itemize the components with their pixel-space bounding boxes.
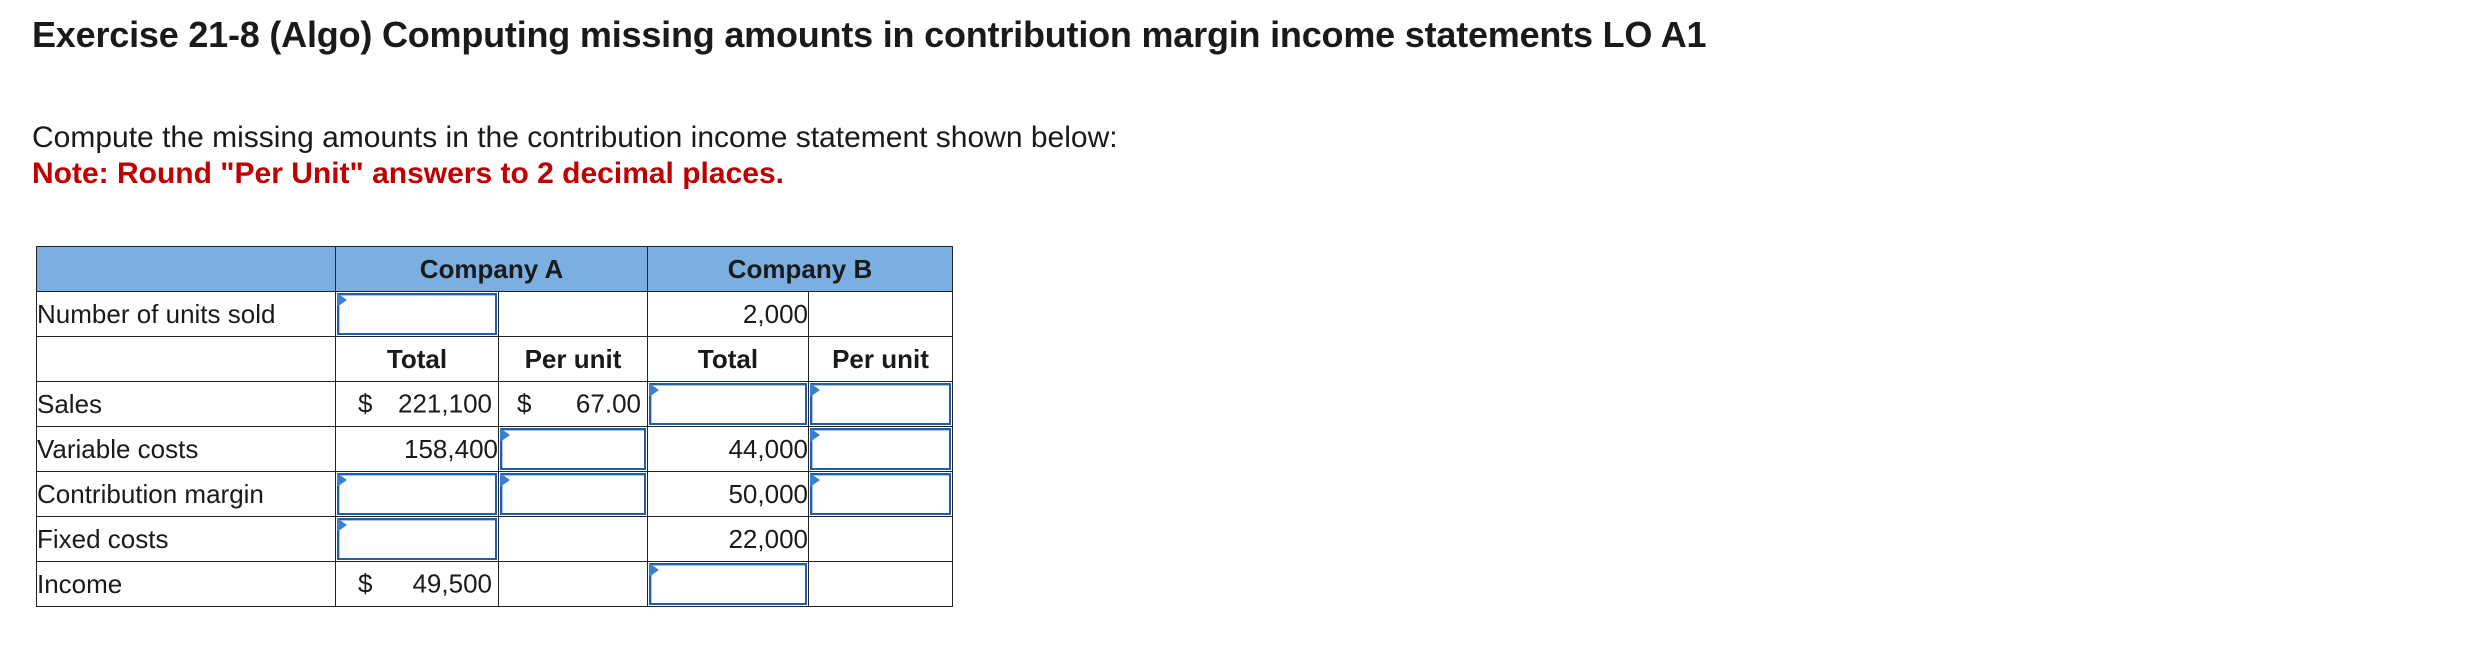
company-a-units-input[interactable]: [337, 293, 497, 335]
company-a-income-total: $ 49,500: [335, 561, 499, 607]
units-sold-row: Number of units sold 2,000: [36, 291, 953, 337]
company-a-units-blank: [498, 291, 648, 337]
company-b-contribution-margin-per-unit-input[interactable]: [810, 473, 951, 515]
contribution-margin-label: Contribution margin: [36, 471, 336, 517]
company-a-contribution-margin-per-unit-cell: [498, 471, 648, 517]
company-a-variable-costs-total: 158,400: [335, 426, 499, 472]
company-a-income-per-unit-blank: [498, 561, 648, 607]
currency-symbol: $: [358, 388, 373, 419]
company-b-income-total-input[interactable]: [649, 563, 807, 605]
company-header-row: Company A Company B: [36, 246, 953, 292]
sales-label: Sales: [36, 381, 336, 427]
company-a-fixed-costs-total-cell: [335, 516, 499, 562]
contribution-margin-row: Contribution margin 50,000: [36, 471, 953, 517]
company-a-variable-costs-per-unit-cell: [498, 426, 648, 472]
company-b-units-blank: [808, 291, 953, 337]
variable-costs-row: Variable costs 158,400 44,000: [36, 426, 953, 472]
company-b-sales-total-input[interactable]: [649, 383, 807, 425]
amount-value: 49,500: [412, 568, 492, 599]
company-b-fixed-costs-total: 22,000: [647, 516, 809, 562]
currency-symbol: $: [358, 568, 373, 599]
instructions-text: Compute the missing amounts in the contr…: [32, 121, 1118, 154]
company-b-total-subheader: Total: [647, 336, 809, 382]
company-a-total-subheader: Total: [335, 336, 499, 382]
company-b-contribution-margin-total: 50,000: [647, 471, 809, 517]
company-b-fixed-costs-per-unit-blank: [808, 516, 953, 562]
instructions-block: Compute the missing amounts in the contr…: [32, 120, 1118, 192]
company-a-header: Company A: [335, 246, 648, 292]
company-a-contribution-margin-total-input[interactable]: [337, 473, 497, 515]
amount-value: 67.00: [575, 388, 641, 419]
company-a-variable-costs-per-unit-input[interactable]: [500, 428, 646, 470]
company-b-per-unit-subheader: Per unit: [808, 336, 953, 382]
company-b-sales-total-cell: [647, 381, 809, 427]
company-a-contribution-margin-total-cell: [335, 471, 499, 517]
company-a-per-unit-subheader: Per unit: [498, 336, 648, 382]
exercise-title: Exercise 21-8 (Algo) Computing missing a…: [32, 14, 1707, 55]
company-b-variable-costs-per-unit-input[interactable]: [810, 428, 951, 470]
company-b-sales-per-unit-input[interactable]: [810, 383, 951, 425]
contribution-income-statement-table: Company A Company B Number of units sold…: [36, 246, 953, 607]
fixed-costs-row: Fixed costs 22,000: [36, 516, 953, 562]
amount-value: 221,100: [398, 388, 492, 419]
company-b-contribution-margin-per-unit-cell: [808, 471, 953, 517]
rounding-note: Note: Round "Per Unit" answers to 2 deci…: [32, 157, 784, 190]
fixed-costs-label: Fixed costs: [36, 516, 336, 562]
company-a-units-input-cell: [335, 291, 499, 337]
company-b-variable-costs-per-unit-cell: [808, 426, 953, 472]
income-label: Income: [36, 561, 336, 607]
variable-costs-label: Variable costs: [36, 426, 336, 472]
company-b-income-total-cell: [647, 561, 809, 607]
company-a-sales-per-unit: $ 67.00: [498, 381, 648, 427]
company-b-sales-per-unit-cell: [808, 381, 953, 427]
income-row: Income $ 49,500: [36, 561, 953, 607]
company-a-sales-total: $ 221,100: [335, 381, 499, 427]
currency-symbol: $: [517, 388, 532, 419]
subheader-blank-cell: [36, 336, 336, 382]
subheader-row: Total Per unit Total Per unit: [36, 336, 953, 382]
sales-row: Sales $ 221,100 $ 67.00: [36, 381, 953, 427]
company-b-header: Company B: [647, 246, 953, 292]
company-a-contribution-margin-per-unit-input[interactable]: [500, 473, 646, 515]
units-sold-label: Number of units sold: [36, 291, 336, 337]
company-a-fixed-costs-per-unit-blank: [498, 516, 648, 562]
company-b-variable-costs-total: 44,000: [647, 426, 809, 472]
company-b-income-per-unit-blank: [808, 561, 953, 607]
company-a-fixed-costs-total-input[interactable]: [337, 518, 497, 560]
company-b-units-value: 2,000: [647, 291, 809, 337]
header-blank-cell: [36, 246, 336, 292]
